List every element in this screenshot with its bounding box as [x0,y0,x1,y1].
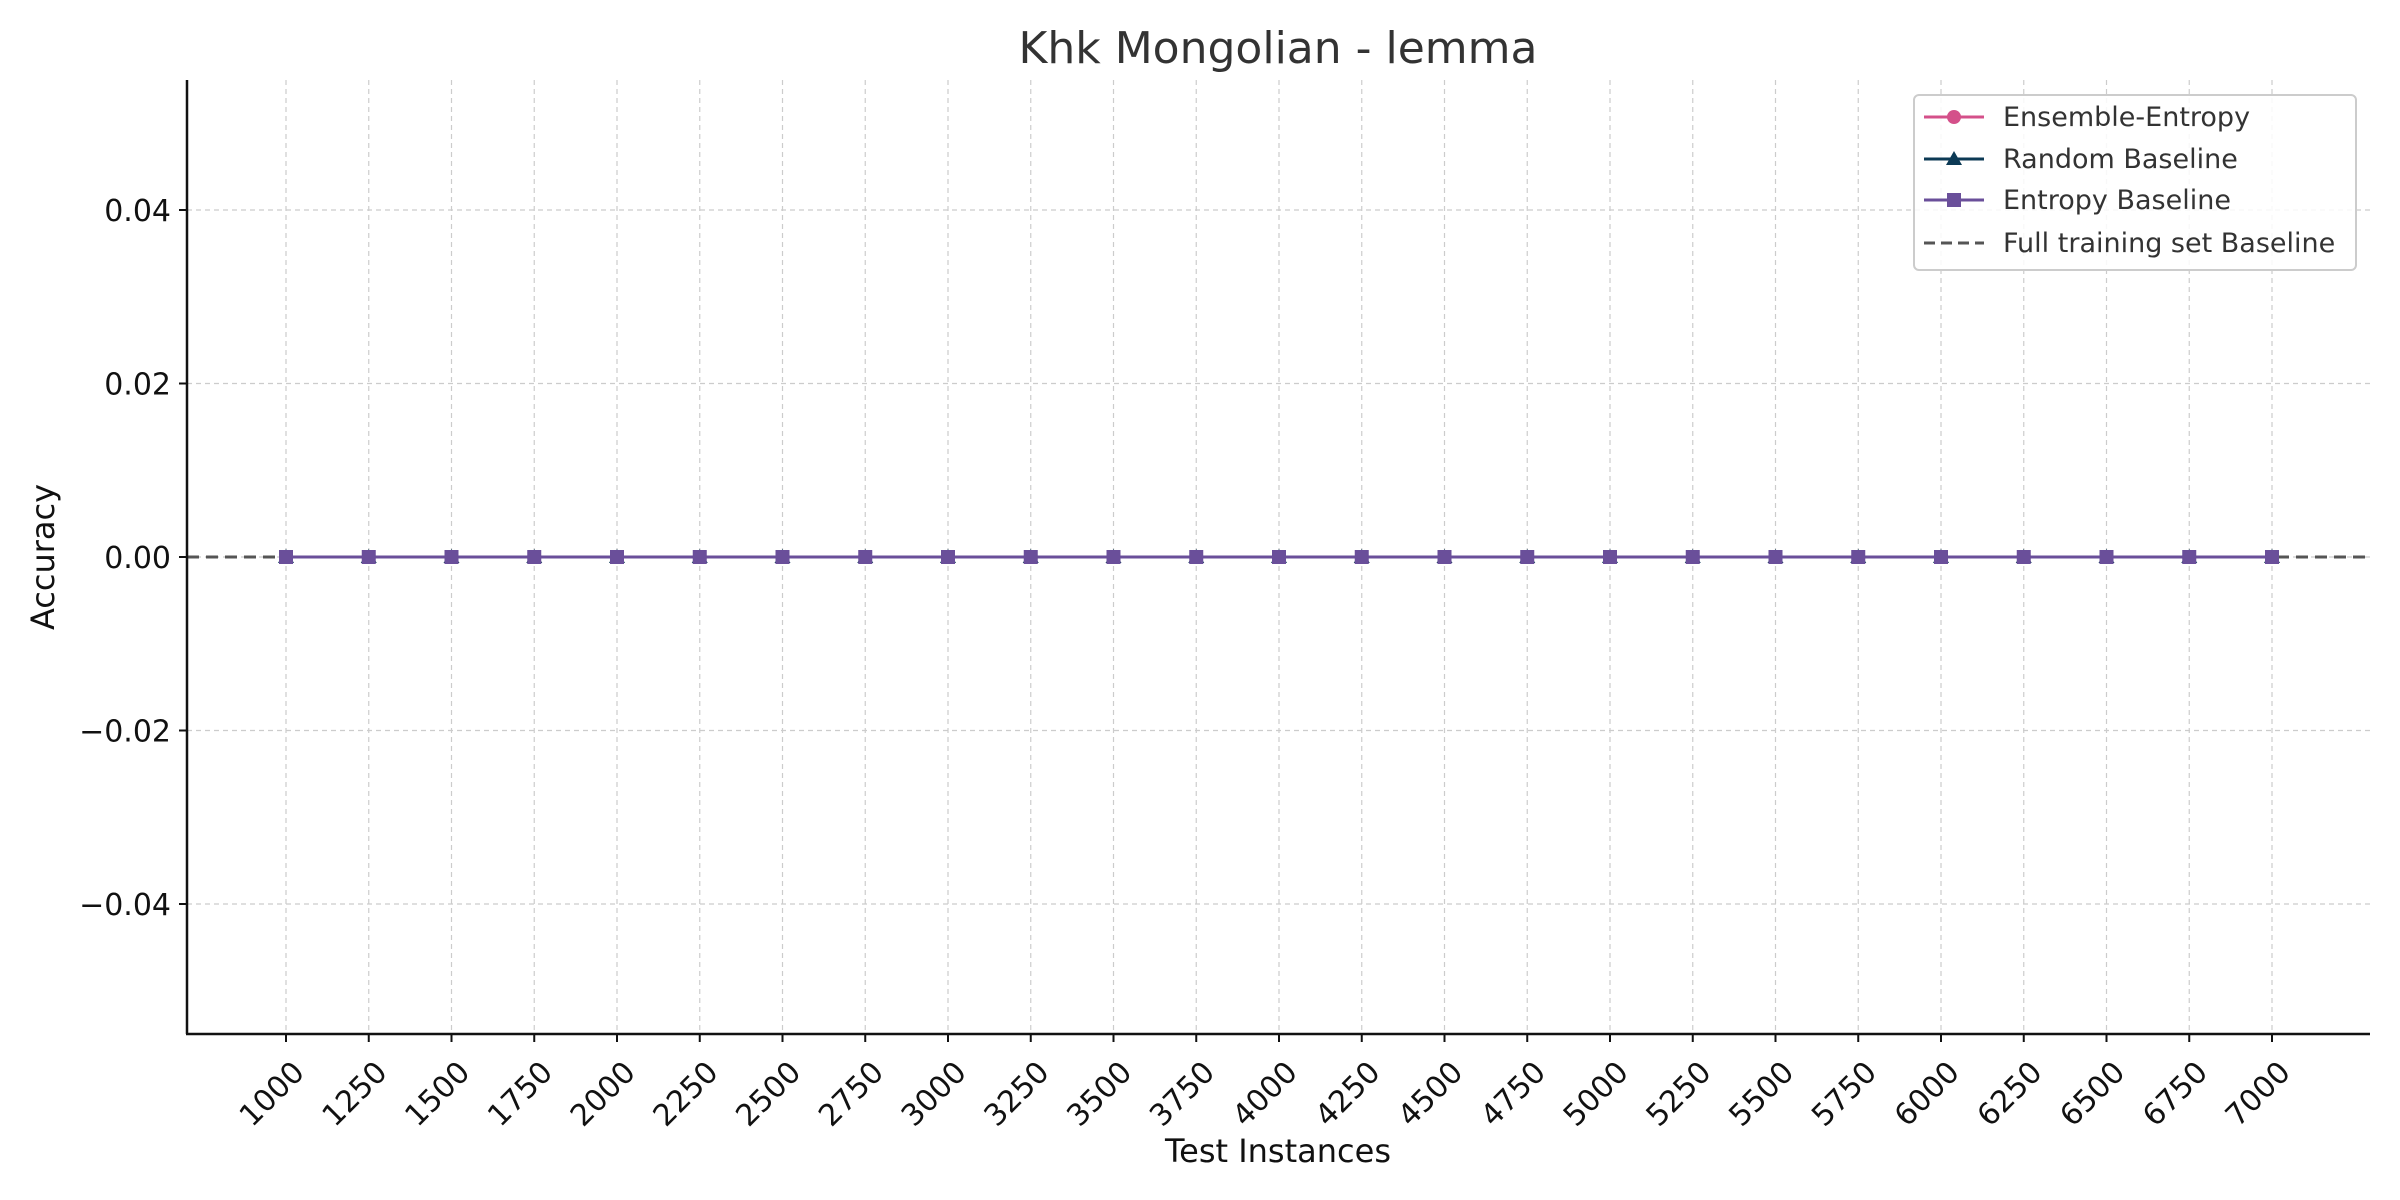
legend-item-entropy-baseline: Entropy Baseline [1924,185,2231,216]
x-tick-label: 3750 [1143,1055,1222,1134]
data-point-entropy-baseline [1520,550,1535,564]
data-point-entropy-baseline [610,550,624,564]
y-axis-label: Accuracy [24,484,62,630]
legend-label-ensemble-entropy: Ensemble-Entropy [2003,102,2250,133]
x-tick-label: 4500 [1391,1055,1470,1134]
y-tick-label: −0.02 [79,715,171,750]
legend-label-entropy-baseline: Entropy Baseline [2003,185,2231,216]
x-tick-label: 2250 [647,1055,726,1134]
data-point-entropy-baseline [361,550,376,564]
legend-label-full-training-set-baseline: Full training set Baseline [2003,228,2335,259]
data-point-entropy-baseline [858,550,873,564]
x-tick-label: 1000 [233,1055,312,1134]
x-tick-label: 5500 [1722,1055,1801,1134]
data-point-entropy-baseline [941,550,955,564]
y-tick-label: 0.02 [104,368,171,403]
x-tick-label: 5250 [1640,1055,1719,1134]
data-point-entropy-baseline [1354,550,1369,564]
y-ticks: −0.04 −0.02 0.00 0.02 0.04 [79,194,187,923]
series-layer [278,549,2280,564]
x-tick-label: 2750 [812,1055,891,1134]
x-tick-label: 3000 [895,1055,974,1134]
data-point-entropy-baseline [1851,550,1866,564]
y-tick-label: 0.04 [104,194,171,229]
data-point-entropy-baseline [1437,550,1452,564]
x-tick-label: 3500 [1060,1055,1139,1134]
data-point-entropy-baseline [1189,550,1204,564]
data-point-entropy-baseline [2182,550,2197,564]
data-point-entropy-baseline [2099,550,2114,564]
x-tick-label: 5000 [1557,1055,1636,1134]
data-point-entropy-baseline [1106,550,1121,564]
data-point-entropy-baseline [1023,550,1038,564]
data-point-entropy-baseline [2016,550,2031,564]
x-tick-label: 6250 [1971,1055,2050,1134]
legend-marker-square-icon [1947,193,1961,207]
legend-item-random-baseline: Random Baseline [1924,144,2238,175]
y-tick-label: 0.00 [104,541,171,576]
x-tick-label: 5750 [1805,1055,1884,1134]
x-ticks: 1000 1250 1500 1750 2000 2250 2500 2750 3000 3250… [233,1034,2298,1134]
data-point-entropy-baseline [1934,550,1948,564]
y-tick-label: −0.04 [79,888,171,923]
x-tick-label: 7000 [2219,1055,2298,1134]
legend-marker-circle-icon [1947,110,1961,124]
x-tick-label: 2500 [729,1055,808,1134]
x-tick-label: 3250 [978,1055,1057,1134]
x-tick-label: 6000 [1888,1055,1967,1134]
x-tick-label: 2000 [564,1055,643,1134]
x-tick-label: 1250 [316,1055,395,1134]
data-point-entropy-baseline [1272,550,1286,564]
x-tick-label: 4750 [1474,1055,1553,1134]
x-tick-label: 1750 [481,1055,560,1134]
data-point-entropy-baseline [692,550,707,564]
data-point-entropy-baseline [1603,550,1617,564]
x-axis-label: Test Instances [1164,1132,1391,1170]
x-tick-label: 4250 [1309,1055,1388,1134]
data-point-entropy-baseline [2265,550,2279,564]
data-point-entropy-baseline [1685,550,1700,564]
legend-label-random-baseline: Random Baseline [2003,144,2238,175]
data-point-entropy-baseline [444,550,459,564]
data-point-entropy-baseline [775,550,790,564]
legend-frame [1913,94,2357,271]
x-tick-label: 6750 [2136,1055,2215,1134]
x-tick-label: 6500 [2053,1055,2132,1134]
legend-item-full-training-set-baseline: Full training set Baseline [1924,228,2335,259]
legend: Ensemble-Entropy Random Baseline Entropy… [1913,94,2357,271]
x-tick-label: 1500 [398,1055,477,1134]
data-point-entropy-baseline [1768,550,1783,564]
legend-item-ensemble-entropy: Ensemble-Entropy [1924,102,2250,133]
data-point-entropy-baseline [527,550,542,564]
legend-marker-triangle-icon [1946,151,1962,165]
data-point-entropy-baseline [279,550,293,564]
x-tick-label: 4000 [1226,1055,1305,1134]
chart-title: Khk Mongolian - lemma [1019,23,1538,74]
